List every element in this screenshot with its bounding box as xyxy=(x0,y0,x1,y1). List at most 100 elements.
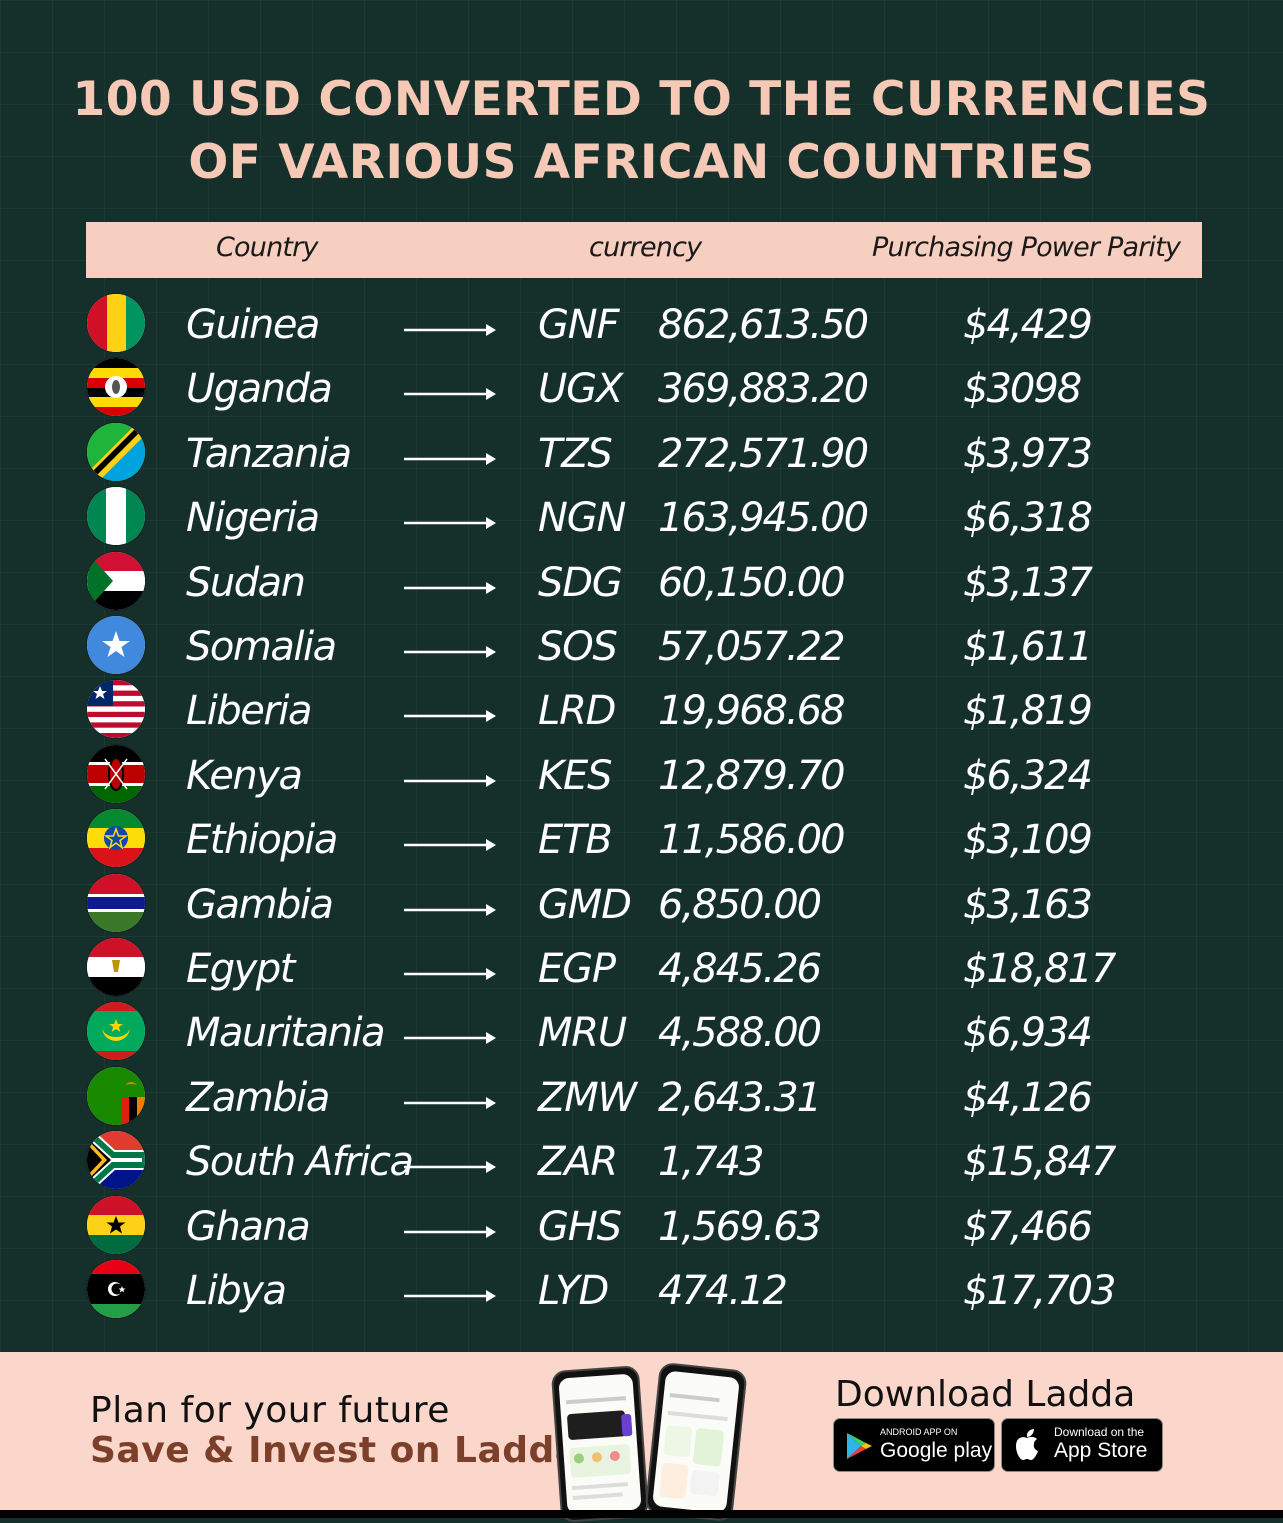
converted-amount: 474.12 xyxy=(658,1268,788,1314)
table-row: Mauritania MRU 4,588.00 $6,934 xyxy=(0,1002,1283,1066)
converted-amount: 369,883.20 xyxy=(658,366,869,413)
ppp-value: $3,137 xyxy=(963,559,1093,606)
table-row: Gambia GMD 6,850.00 $3,163 xyxy=(0,873,1283,938)
table-row: Sudan SDG 60,150.00 $3,137 xyxy=(0,551,1283,616)
ppp-value: $6,318 xyxy=(963,495,1093,542)
converted-amount: 2,643.31 xyxy=(658,1074,822,1121)
ppp-value: $4,429 xyxy=(963,302,1093,348)
table-row: Somalia SOS 57,057.22 $1,611 xyxy=(0,616,1283,680)
south-africa-flag-icon xyxy=(87,1131,145,1190)
table-row: Liberia LRD 19,968.68 $1,819 xyxy=(0,680,1283,744)
currency-code: MRU xyxy=(538,1010,627,1057)
google-play-big-text: Google play xyxy=(880,1439,993,1462)
app-store-small-text: Download on the xyxy=(1054,1425,1145,1439)
currency-code: ZMW xyxy=(538,1074,637,1121)
country-name: Kenya xyxy=(186,752,303,799)
ppp-value: $3,973 xyxy=(963,430,1093,477)
country-name: Nigeria xyxy=(186,495,320,542)
arrow-right-icon xyxy=(404,517,496,530)
ppp-value: $6,934 xyxy=(963,1010,1093,1057)
ppp-value: $18,817 xyxy=(963,946,1116,992)
mauritania-flag-icon xyxy=(87,1002,145,1061)
arrow-right-icon xyxy=(404,1161,496,1174)
converted-amount: 60,150.00 xyxy=(658,559,846,606)
currency-code: GNF xyxy=(538,302,620,348)
arrow-right-icon xyxy=(404,774,496,787)
sudan-flag-icon xyxy=(87,551,145,610)
ppp-value: $3098 xyxy=(963,366,1082,413)
country-name: Mauritania xyxy=(186,1010,386,1057)
google-play-small-text: ANDROID APP ON xyxy=(880,1427,958,1437)
converted-amount: 4,588.00 xyxy=(658,1010,822,1057)
converted-amount: 1,569.63 xyxy=(658,1203,822,1250)
arrow-right-icon xyxy=(404,1096,496,1109)
table-row: Guinea GNF 862,613.50 $4,429 xyxy=(0,294,1283,358)
gambia-flag-icon xyxy=(87,873,145,932)
currency-code: ETB xyxy=(538,817,613,864)
converted-amount: 862,613.50 xyxy=(658,302,869,348)
liberia-flag-icon xyxy=(87,680,145,739)
country-name: Guinea xyxy=(186,302,320,348)
header-country: Country xyxy=(216,232,318,263)
table-row: Kenya KES 12,879.70 $6,324 xyxy=(0,744,1283,809)
ghana-flag-icon xyxy=(87,1195,145,1254)
table-row: Zambia ZMW 2,643.31 $4,126 xyxy=(0,1066,1283,1131)
page-title: 100 USD CONVERTED TO THE CURRENCIES OF V… xyxy=(0,68,1283,194)
currency-code: UGX xyxy=(538,366,623,413)
currency-code: EGP xyxy=(538,946,616,992)
ppp-value: $3,109 xyxy=(963,817,1093,864)
arrow-right-icon xyxy=(404,646,496,658)
ppp-value: $1,819 xyxy=(963,688,1093,735)
converted-amount: 12,879.70 xyxy=(658,752,846,799)
kenya-flag-icon xyxy=(87,744,145,803)
arrow-right-icon xyxy=(404,1032,496,1045)
table-row: South Africa ZAR 1,743 $15,847 xyxy=(0,1131,1283,1195)
arrow-right-icon xyxy=(404,710,496,723)
ppp-value: $17,703 xyxy=(963,1268,1116,1314)
title-line-2: OF VARIOUS AFRICAN COUNTRIES xyxy=(188,135,1095,190)
arrow-right-icon xyxy=(404,968,496,980)
nigeria-flag-icon xyxy=(87,487,145,546)
country-name: Ghana xyxy=(186,1203,311,1250)
phone-mockup-left xyxy=(550,1365,650,1523)
table-row: Egypt EGP 4,845.26 $18,817 xyxy=(0,938,1283,1002)
ppp-value: $7,466 xyxy=(963,1203,1093,1250)
currency-code: GMD xyxy=(538,881,632,928)
converted-amount: 19,968.68 xyxy=(658,688,846,735)
arrow-right-icon xyxy=(404,839,496,852)
google-play-icon xyxy=(847,1433,872,1459)
converted-amount: 6,850.00 xyxy=(658,881,822,928)
footer-cta: Save & Invest on Ladda xyxy=(90,1430,580,1471)
uganda-flag-icon xyxy=(87,358,145,417)
apple-icon xyxy=(1016,1429,1038,1460)
arrow-right-icon xyxy=(404,903,496,916)
arrow-right-icon xyxy=(404,324,496,336)
tanzania-flag-icon xyxy=(87,422,145,481)
converted-amount: 57,057.22 xyxy=(658,624,846,670)
table-row: Libya LYD 474.12 $17,703 xyxy=(0,1260,1283,1324)
ethiopia-flag-icon xyxy=(87,809,145,868)
country-name: Ethiopia xyxy=(186,817,338,864)
arrow-right-icon xyxy=(404,581,496,594)
table-header: Country currency Purchasing Power Parity xyxy=(86,222,1202,278)
currency-code: KES xyxy=(538,752,613,799)
converted-amount: 163,945.00 xyxy=(658,495,869,542)
somalia-flag-icon xyxy=(87,616,145,674)
google-play-button[interactable]: ANDROID APP ON Google play xyxy=(833,1418,995,1472)
header-currency: currency xyxy=(589,232,702,263)
egypt-flag-icon xyxy=(87,938,145,996)
country-name: South Africa xyxy=(186,1139,414,1186)
app-store-button[interactable]: Download on the App Store xyxy=(1001,1418,1163,1472)
currency-code: ZAR xyxy=(538,1139,618,1186)
arrow-right-icon xyxy=(404,1290,496,1302)
ppp-value: $6,324 xyxy=(963,752,1093,799)
country-name: Egypt xyxy=(186,946,295,992)
ppp-value: $15,847 xyxy=(963,1139,1116,1186)
arrow-right-icon xyxy=(404,388,496,401)
converted-amount: 4,845.26 xyxy=(658,946,822,992)
phone-mockup-right xyxy=(644,1361,748,1523)
converted-amount: 272,571.90 xyxy=(658,430,869,477)
currency-code: LRD xyxy=(538,688,616,735)
arrow-right-icon xyxy=(404,452,496,465)
country-name: Somalia xyxy=(186,624,337,670)
